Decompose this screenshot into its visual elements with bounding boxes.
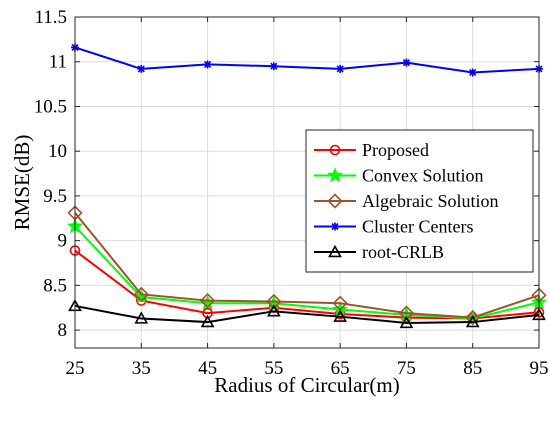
- x-axis-label: Radius of Circular(m): [214, 373, 399, 397]
- legend-label: Proposed: [362, 140, 429, 160]
- series-line: [74, 304, 540, 324]
- data-point: [200, 314, 215, 328]
- data-point: [266, 293, 282, 310]
- data-point: [333, 309, 348, 322]
- x-tick-label: 95: [530, 358, 549, 379]
- legend-item: Cluster Centers: [314, 217, 473, 237]
- series-line: [74, 46, 540, 74]
- y-tick-label: 8.5: [43, 275, 67, 296]
- data-point: [203, 60, 212, 69]
- series-line: [74, 212, 540, 319]
- y-tick-label: 9.5: [43, 186, 67, 207]
- series-cluster-centers: [71, 43, 543, 77]
- data-point: [137, 64, 146, 73]
- legend-marker: [331, 222, 339, 231]
- legend-label: Algebraic Solution: [362, 191, 498, 211]
- x-tick-label: 25: [66, 358, 85, 379]
- legend-item: Proposed: [314, 140, 429, 160]
- legend-label: root-CRLB: [362, 242, 444, 262]
- data-point: [199, 292, 216, 309]
- data-point: [266, 304, 281, 317]
- data-point: [399, 315, 414, 329]
- legend-label: Cluster Centers: [362, 217, 473, 237]
- y-tick-label: 10.5: [34, 96, 67, 117]
- data-point: [134, 311, 149, 324]
- legend-marker: [327, 167, 343, 183]
- legend: Proposed Convex Solution Algebraic Solutio…: [305, 129, 534, 273]
- legend-item: Algebraic Solution: [314, 191, 498, 211]
- x-tick-label: 65: [331, 358, 350, 379]
- series-layer: [67, 43, 547, 329]
- data-point: [133, 286, 149, 302]
- legend-marker: [329, 144, 341, 156]
- y-tick-label: 11.5: [34, 7, 67, 28]
- x-tick-label: 75: [397, 358, 416, 379]
- series-algebraic-solution: [67, 205, 547, 326]
- legend-item: root-CRLB: [314, 242, 444, 262]
- plot-frame: [74, 16, 540, 349]
- data-point: [465, 309, 481, 326]
- data-point: [398, 305, 415, 321]
- y-tick-label: 11: [49, 52, 67, 73]
- y-tick-label: 10: [48, 141, 67, 162]
- y-tick-label: 9: [58, 231, 68, 252]
- data-point: [336, 64, 345, 73]
- axes: 25 35 45 55 65 75 85 95 8 8.5 9 9.5 10 10.5 11 11.5: [34, 7, 549, 379]
- y-axis-label: RMSE(dB): [10, 135, 34, 231]
- series-line: [74, 225, 540, 320]
- legend-label: Convex Solution: [362, 166, 484, 186]
- legend-item: Convex Solution: [314, 166, 484, 186]
- series-root-crlb: [68, 298, 546, 329]
- x-tick-label: 45: [198, 358, 217, 379]
- legend-marker: [328, 244, 342, 258]
- y-tick-label: 8: [58, 320, 68, 341]
- data-point: [269, 62, 278, 71]
- x-tick-label: 85: [463, 358, 482, 379]
- data-point: [402, 58, 411, 67]
- legend-marker: [327, 193, 343, 209]
- data-point: [468, 68, 477, 77]
- data-point: [465, 314, 480, 328]
- x-tick-label: 55: [264, 358, 283, 379]
- x-tick-label: 35: [132, 358, 151, 379]
